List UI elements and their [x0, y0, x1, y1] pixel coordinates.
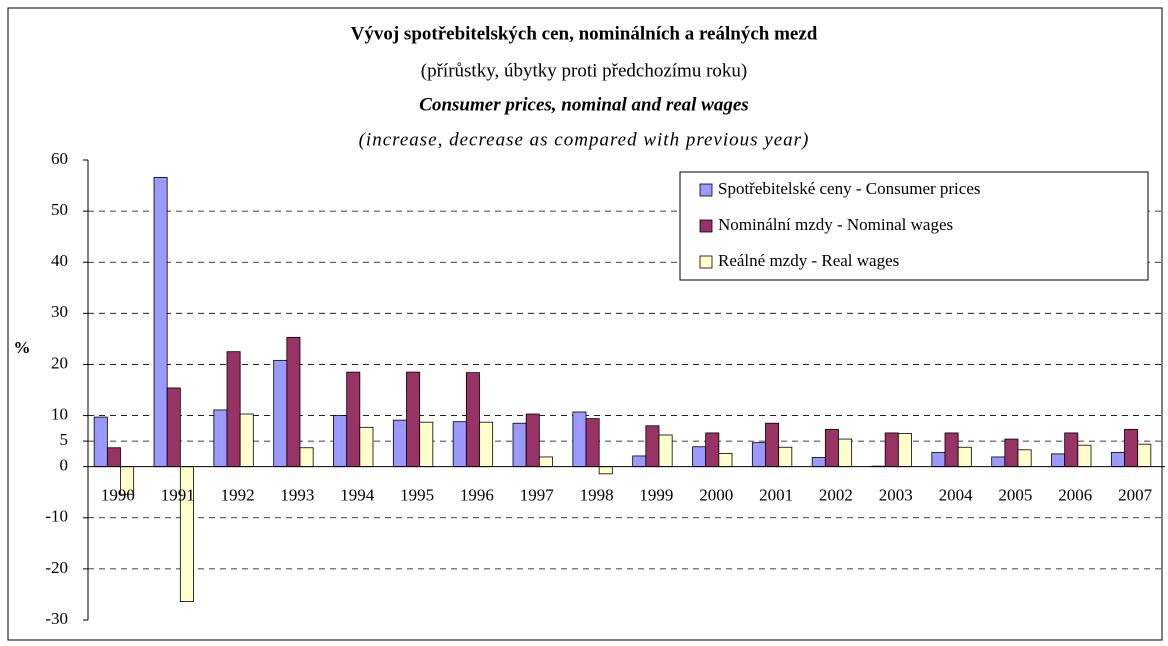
x-tick-label: 2005	[998, 486, 1032, 505]
y-tick-label: 5	[60, 430, 69, 449]
bar	[838, 438, 853, 468]
bar	[658, 434, 673, 468]
x-tick-label: 1998	[580, 486, 614, 505]
bar	[1064, 432, 1079, 468]
bar	[166, 387, 181, 468]
legend-label: Nominální mzdy - Nominal wages	[718, 215, 953, 234]
bar	[479, 421, 494, 468]
bar	[286, 336, 301, 468]
bar	[718, 452, 733, 468]
x-tick-label: 1997	[520, 486, 555, 505]
bar	[572, 411, 587, 468]
bar	[1137, 443, 1152, 468]
bar	[239, 413, 254, 468]
bar	[991, 456, 1006, 468]
bar	[632, 455, 647, 468]
x-tick-label: 2006	[1058, 486, 1092, 505]
legend-label: Reálné mzdy - Real wages	[718, 251, 899, 270]
bar	[419, 421, 434, 468]
bar	[273, 359, 288, 468]
bar	[1004, 438, 1019, 468]
bar	[751, 442, 766, 468]
bar	[824, 428, 839, 468]
bar	[1124, 428, 1139, 468]
bar	[153, 176, 168, 468]
bar	[705, 432, 720, 468]
bar	[525, 413, 540, 468]
bar	[106, 447, 121, 468]
y-tick-label: 50	[51, 200, 68, 219]
x-tick-label: 1995	[400, 486, 434, 505]
bar	[897, 433, 912, 468]
x-tick-label: 2002	[819, 486, 853, 505]
bar	[213, 409, 228, 468]
bar	[1077, 444, 1092, 468]
chart-title: Vývoj spotřebitelských cen, nominálních …	[351, 23, 818, 44]
legend-swatch	[699, 183, 713, 197]
bar	[957, 446, 972, 468]
y-axis-label: %	[14, 338, 31, 357]
y-tick-label: 30	[51, 302, 68, 321]
bar	[392, 419, 407, 468]
x-tick-label: 2003	[879, 486, 913, 505]
bar	[93, 416, 108, 468]
bar	[585, 418, 600, 468]
bar	[778, 446, 793, 468]
x-tick-label: 1990	[101, 486, 135, 505]
chart-frame	[7, 7, 1163, 641]
x-tick-label: 2001	[759, 486, 793, 505]
y-tick-label: 0	[60, 456, 69, 475]
x-tick-label: 1991	[161, 486, 195, 505]
bar	[884, 432, 899, 468]
bar	[1051, 453, 1066, 468]
legend-swatch	[699, 255, 713, 269]
bar	[692, 446, 707, 468]
bar	[346, 371, 361, 468]
chart-subtitle-en: (increase, decrease as compared with pre…	[359, 129, 810, 150]
x-tick-label: 1994	[340, 486, 375, 505]
bar	[465, 372, 480, 468]
legend-label: Spotřebitelské ceny - Consumer prices	[718, 179, 981, 198]
bar	[512, 422, 527, 468]
bar	[226, 351, 241, 468]
legend-swatch	[699, 219, 713, 233]
bar	[299, 447, 314, 468]
chart-title-en: Consumer prices, nominal and real wages	[419, 94, 748, 115]
x-tick-label: 1993	[280, 486, 314, 505]
y-tick-label: -30	[45, 609, 68, 628]
bar	[452, 421, 467, 468]
y-tick-label: 40	[51, 251, 68, 270]
bar	[1110, 451, 1125, 468]
x-tick-label: 1992	[221, 486, 255, 505]
bar	[333, 415, 348, 468]
y-tick-label: 60	[51, 149, 68, 168]
y-tick-label: 10	[51, 404, 68, 423]
x-tick-label: 2004	[939, 486, 974, 505]
x-tick-label: 1999	[639, 486, 673, 505]
bar	[406, 371, 421, 468]
y-tick-label: 20	[51, 353, 68, 372]
bar	[765, 422, 780, 468]
x-tick-label: 2000	[699, 486, 733, 505]
bar	[538, 456, 553, 468]
bar	[359, 426, 374, 468]
bar	[598, 466, 613, 475]
y-tick-label: -10	[45, 507, 68, 526]
bar	[944, 432, 959, 468]
legend-box	[679, 171, 1149, 281]
x-tick-label: 1996	[460, 486, 494, 505]
bar	[931, 451, 946, 468]
bar	[1017, 449, 1032, 468]
bar	[811, 457, 826, 468]
y-tick-label: -20	[45, 558, 68, 577]
chart-subtitle: (přírůstky, úbytky proti předchozímu rok…	[421, 60, 747, 81]
bar	[645, 425, 660, 468]
x-tick-label: 2007	[1118, 486, 1153, 505]
